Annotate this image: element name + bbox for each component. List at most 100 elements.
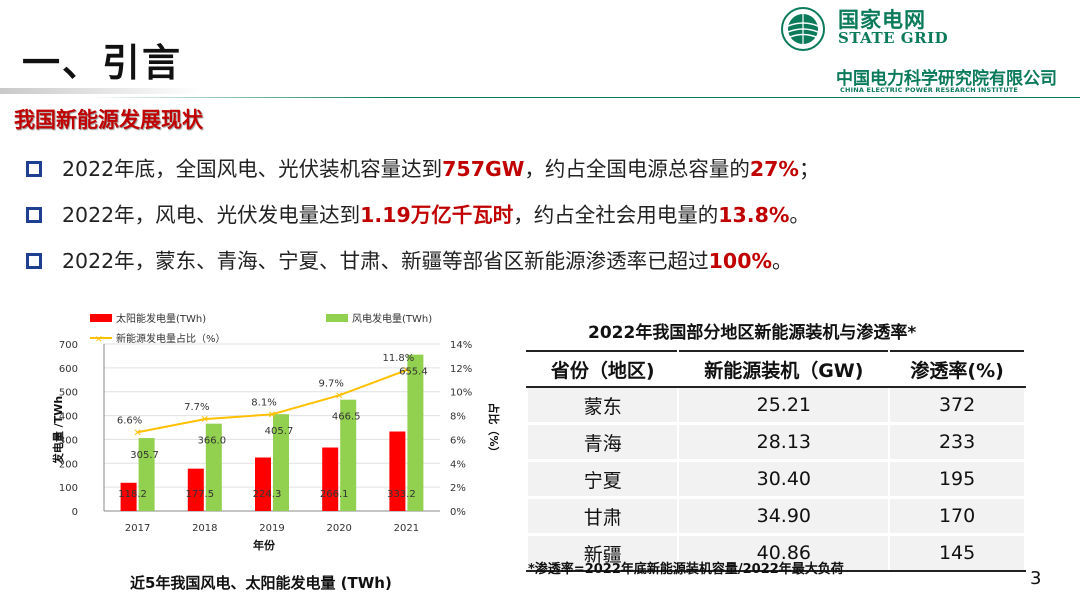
bar-solar — [255, 457, 271, 511]
share-point-marker: ✕ — [133, 428, 141, 439]
table-cell-capacity: 34.90 — [677, 497, 891, 536]
column-header: 省份（地区) — [525, 350, 680, 388]
bullet-item: 2022年底，全国风电、光伏装机容量达到757GW，约占全国电源总容量的27%； — [26, 152, 1066, 198]
table-cell-region: 新疆 — [525, 534, 680, 572]
logo-chinese-name: 国家电网 — [838, 8, 926, 32]
y-tick-label: 600 — [59, 364, 78, 375]
y2-tick-label: 2% — [450, 483, 466, 494]
y-tick-label: 200 — [59, 459, 78, 470]
bar-solar — [389, 431, 406, 511]
table-cell-capacity: 28.13 — [677, 423, 891, 462]
bar-wind — [273, 414, 289, 511]
state-grid-logo-icon — [781, 7, 825, 51]
table-cell-capacity: 30.40 — [677, 460, 891, 499]
y-axis-title: 发电量 /TWh — [51, 396, 65, 465]
table-row: 青海 28.13 233 — [525, 423, 1026, 462]
legend-swatch-solar — [90, 314, 112, 322]
legend-label-wind: 风电发电量(TWh) — [352, 312, 432, 325]
table-cell-region: 甘肃 — [525, 497, 680, 536]
square-bullet-icon — [26, 207, 42, 223]
table-cell-penetration: 170 — [888, 497, 1026, 536]
bullet-text-part: 。 — [789, 203, 810, 227]
bar-solar — [322, 447, 339, 511]
data-label-wind: 305.7 — [130, 450, 159, 461]
table-cell-penetration: 145 — [888, 534, 1026, 572]
data-label-solar: 118.2 — [118, 489, 147, 500]
table-cell-penetration: 195 — [888, 460, 1026, 499]
y-tick-label: 400 — [59, 412, 78, 423]
bullet-list: 2022年底，全国风电、光伏装机容量达到757GW，约占全国电源总容量的27%；… — [26, 152, 1066, 290]
y2-tick-label: 14% — [450, 340, 472, 351]
bullet-text: 2022年，蒙东、青海、宁夏、甘肃、新疆等部省区新能源渗透率已超过100%。 — [62, 244, 793, 274]
share-point-marker: ✕ — [268, 410, 276, 421]
column-header: 渗透率(%) — [888, 350, 1026, 388]
bar-solar — [187, 468, 204, 511]
table-cell-penetration: 372 — [888, 387, 1026, 425]
data-label-wind: 655.4 — [399, 367, 428, 378]
x-tick-label: 2019 — [259, 523, 284, 534]
y-tick-label: 100 — [59, 483, 78, 494]
bullet-item: 2022年，风电、光伏发电量达到1.19万亿千瓦时，约占全社会用电量的13.8%… — [26, 198, 1066, 244]
region-table: 省份（地区) 新能源装机（GW) 渗透率(%) 蒙东 25.21 372 青海 … — [525, 350, 1026, 572]
y2-tick-label: 8% — [450, 412, 466, 423]
bullet-text-part: 。 — [772, 249, 793, 273]
x-tick-label: 2017 — [125, 523, 150, 534]
data-label-wind: 366.0 — [197, 436, 226, 447]
table-cell-region: 蒙东 — [525, 387, 680, 425]
table-row: 宁夏 30.40 195 — [525, 460, 1026, 499]
y2-tick-label: 6% — [450, 435, 466, 446]
table-cell-region: 青海 — [525, 423, 680, 462]
square-bullet-icon — [26, 253, 42, 269]
data-label-share: 6.6% — [117, 415, 142, 426]
data-label-share: 8.1% — [251, 397, 276, 408]
table-cell-capacity: 40.86 — [677, 534, 891, 572]
bar-wind — [407, 354, 424, 511]
data-label-solar: 224.3 — [253, 489, 282, 500]
table-footnote: *渗透率=2022年底新能源装机容量/2022年最大负荷 — [528, 562, 844, 577]
page-number: 3 — [1030, 568, 1042, 589]
data-label-solar: 333.2 — [387, 489, 416, 500]
share-line — [137, 369, 407, 434]
data-label-share: 11.8% — [383, 353, 415, 364]
data-label-share: 9.7% — [318, 378, 343, 389]
table-row: 甘肃 34.90 170 — [525, 497, 1026, 536]
highlight-value: 757GW — [442, 157, 525, 181]
data-label-solar: 266.1 — [320, 489, 349, 500]
bullet-item: 2022年，蒙东、青海、宁夏、甘肃、新疆等部省区新能源渗透率已超过100%。 — [26, 244, 1066, 290]
slide-title: 一、引言 — [22, 41, 183, 85]
bar-solar — [120, 482, 137, 511]
table-row: 蒙东 25.21 372 — [525, 387, 1026, 425]
bar-wind — [138, 438, 155, 511]
table-row: 新疆 40.86 145 — [525, 534, 1026, 572]
header-rule — [90, 97, 1080, 98]
bar-wind — [205, 423, 222, 511]
highlight-value: 13.8% — [718, 203, 790, 227]
y-tick-label: 300 — [59, 435, 78, 446]
y-tick-label: 500 — [59, 388, 78, 399]
bar-wind — [340, 399, 357, 511]
y2-axis-title: 占比（%） — [487, 402, 501, 457]
institute-name-cn: 中国电力科学研究院有限公司 — [836, 69, 1057, 89]
data-label-share: 7.7% — [184, 402, 209, 413]
x-axis-title: 年份 — [253, 538, 276, 552]
y-tick-label: 700 — [59, 340, 78, 351]
institute-name-en: CHINA ELECTRIC POWER RESEARCH INSTITUTE — [840, 86, 1019, 94]
x-tick-label: 2018 — [192, 523, 217, 534]
bullet-text-part: ； — [798, 157, 820, 181]
bullet-text: 2022年底，全国风电、光伏装机容量达到757GW，约占全国电源总容量的27%； — [62, 152, 819, 182]
bullet-text-part: ，约占全国电源总容量的 — [524, 157, 750, 181]
table-header-row: 省份（地区) 新能源装机（GW) 渗透率(%) — [525, 350, 1026, 388]
y2-tick-label: 4% — [450, 459, 466, 470]
bullet-text-part: 2022年，风电、光伏发电量达到 — [62, 203, 361, 227]
bullet-text-part: 2022年，蒙东、青海、宁夏、甘肃、新疆等部省区新能源渗透率已超过 — [62, 249, 709, 273]
table-cell-region: 宁夏 — [525, 460, 680, 499]
legend-marker-share: ✕ — [95, 335, 103, 345]
highlight-value: 27% — [749, 157, 799, 181]
bullet-text-part: ，约占全社会用电量的 — [513, 203, 719, 227]
title-underline-shadow — [0, 88, 200, 94]
y2-tick-label: 12% — [450, 364, 472, 375]
share-point-marker: ✕ — [402, 366, 410, 377]
legend-label-share: 新能源发电量占比（%） — [116, 332, 226, 345]
share-point-marker: ✕ — [335, 391, 343, 402]
y2-tick-label: 0% — [450, 507, 466, 518]
